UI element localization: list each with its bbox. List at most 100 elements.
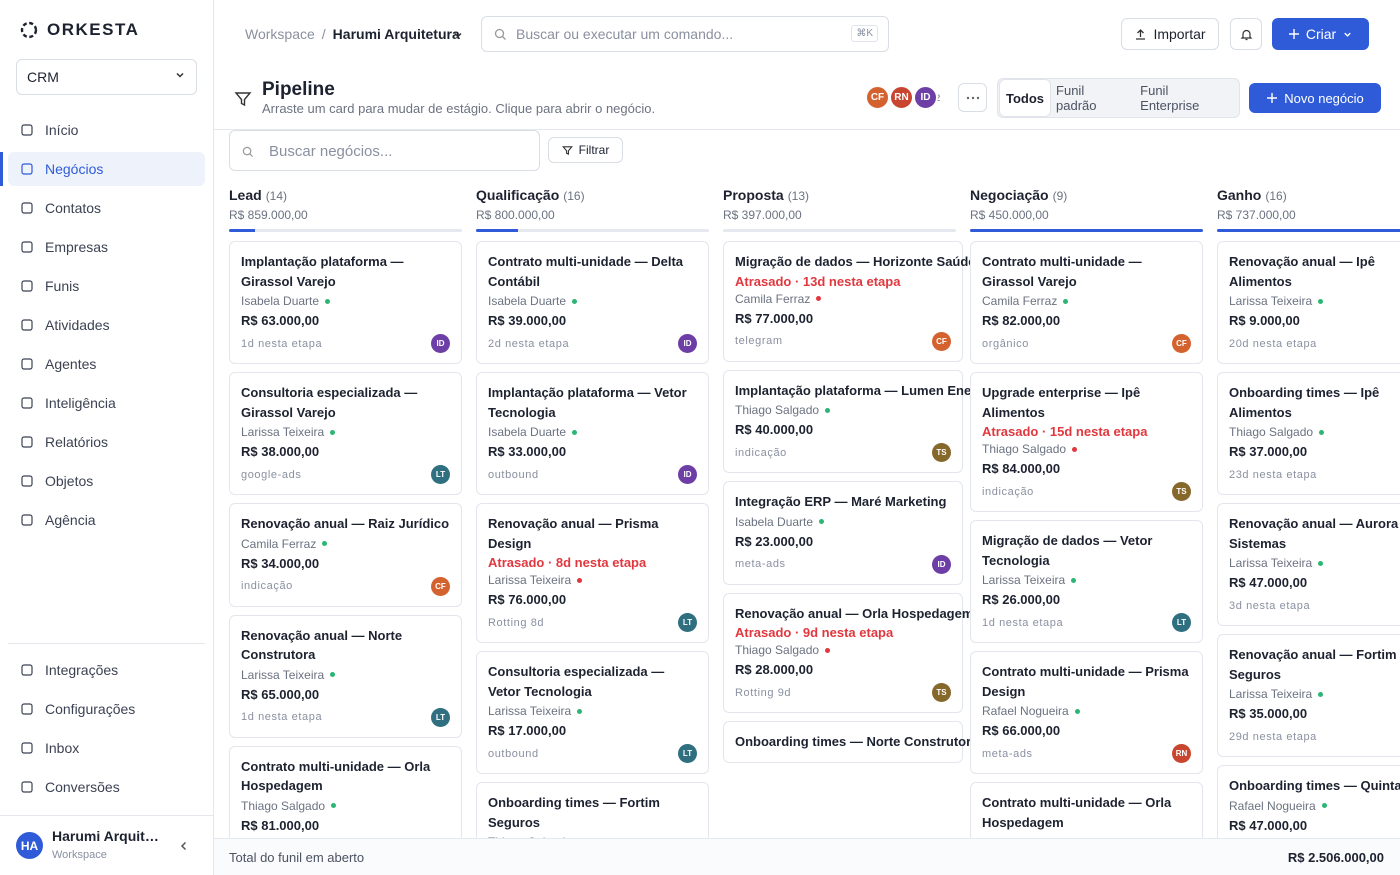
deal-card[interactable]: Contrato multi-unidade — Orla Hospedagem… — [229, 745, 462, 838]
nav-item[interactable]: Empresas — [8, 230, 205, 264]
deal-amount: R$ 35.000,00 — [1229, 706, 1308, 721]
status-dot — [322, 541, 328, 546]
progress-track — [476, 229, 709, 232]
deal-meta: Rotting 8d — [488, 616, 545, 629]
deal-card[interactable]: Renovação anual — Ipê Alimentos Larissa T… — [1217, 241, 1400, 364]
footer: Total do funil em aberto R$ 2.506.000,00 — [214, 838, 1400, 875]
deal-card[interactable]: Integração ERP — Maré Marketing Isabela D… — [723, 481, 963, 585]
deal-card[interactable]: Renovação anual — Fortim Seguros Larissa … — [1217, 634, 1400, 757]
deal-amount: R$ 38.000,00 — [241, 444, 320, 459]
new-deal-button[interactable]: Novo negócio — [1249, 83, 1381, 113]
deal-title: Onboarding times — Fortim Seguros — [488, 795, 660, 830]
deal-card[interactable]: Implantação plataforma — Lumen Energia Th… — [723, 369, 995, 473]
deal-amount: R$ 82.000,00 — [982, 313, 1061, 328]
deal-card[interactable]: Onboarding times — Fortim Seguros Thiago … — [476, 782, 709, 838]
deal-owner: Larissa Teixeira — [241, 668, 450, 682]
deal-title: Contrato multi-unidade — Orla Hospedagem — [982, 795, 1172, 830]
chevron — [176, 72, 184, 78]
column-total: R$ 450.000,00 — [970, 208, 1049, 222]
deal-owner: Isabela Duarte — [735, 515, 951, 529]
more-button[interactable] — [958, 83, 987, 112]
deal-title: Implantação plataforma — Girassol Varejo — [241, 254, 404, 289]
deal-card[interactable]: Renovação anual — Raiz Jurídico Camila Fe… — [229, 503, 462, 607]
header-avatar[interactable]: ID — [913, 85, 938, 110]
nav-item[interactable]: Atividades — [8, 308, 205, 342]
tab[interactable]: Todos — [1000, 80, 1051, 116]
deal-avatar: LT — [431, 465, 450, 484]
deal-owner: Larissa Teixeira — [982, 573, 1191, 587]
command-search[interactable]: Buscar ou executar um comando... ⌘K — [481, 16, 889, 52]
breadcrumb-item[interactable]: Workspace — [245, 26, 315, 42]
deal-title: Renovação anual — Prisma Design — [488, 516, 659, 551]
column-name: Negociação (9) — [970, 187, 1068, 203]
deal-card[interactable]: Contrato multi-unidade — Delta Contábil I… — [476, 241, 709, 364]
progress-fill — [476, 229, 518, 232]
nav-item[interactable]: Agência — [8, 503, 205, 537]
deal-owner: Thiago Salgado — [982, 442, 1191, 456]
deal-amount: R$ 40.000,00 — [735, 422, 814, 437]
nav-item[interactable]: Relatórios — [8, 425, 205, 459]
status-dot — [1074, 708, 1080, 714]
tab[interactable]: Funil padrão — [1056, 83, 1097, 113]
owner-name: Camila Ferraz — [982, 294, 1058, 308]
create-button[interactable]: Criar — [1272, 18, 1369, 50]
deal-card[interactable]: Migração de dados — Horizonte Saúde Atras… — [723, 241, 976, 362]
deal-card[interactable]: Renovação anual — Norte Construtora Laris… — [229, 614, 462, 738]
user-box[interactable]: HA Harumi Arquitetura Workspace — [0, 815, 213, 875]
deal-card[interactable]: Contrato multi-unidade — Prisma Design Ra… — [970, 651, 1203, 774]
nav-item[interactable]: Negócios — [8, 152, 205, 186]
nav-item[interactable]: Conversões — [8, 770, 205, 804]
chevron[interactable] — [452, 29, 464, 41]
deal-card[interactable]: Onboarding times — Quintal A Rafael Nogue… — [1217, 765, 1400, 838]
nav-item[interactable]: Contatos — [8, 191, 205, 225]
deal-avatar: ID — [678, 465, 697, 484]
nav-item[interactable]: Inbox — [8, 731, 205, 765]
breadcrumb-item[interactable]: Harumi Arquitetura — [332, 26, 460, 42]
filter-button[interactable]: Filtrar — [548, 137, 623, 163]
deal-owner: Thiago Salgado — [488, 835, 697, 838]
deal-amount: R$ 9.000,00 — [1229, 313, 1300, 328]
deal-card[interactable]: Renovação anual — Aurora Sistemas Larissa… — [1217, 503, 1400, 626]
deal-card[interactable]: Contrato multi-unidade — Girassol Varejo… — [970, 241, 1203, 364]
search-icon — [242, 146, 254, 158]
tab[interactable]: Funil Enterprise — [1140, 83, 1200, 113]
deal-owner: Rafael Nogueira — [982, 704, 1191, 718]
nav-item[interactable]: Inteligência — [8, 386, 205, 420]
deal-card[interactable]: Onboarding times — Norte Construtora — [723, 721, 978, 763]
deal-amount: R$ 47.000,00 — [1229, 575, 1308, 590]
header-avatar[interactable]: CF — [865, 85, 890, 110]
deal-card[interactable]: Onboarding times — Ipê Alimentos Thiago S… — [1217, 372, 1400, 495]
status-dot — [1319, 429, 1325, 435]
nav-item[interactable]: Integrações — [8, 653, 205, 687]
nav-item[interactable]: Objetos — [8, 464, 205, 498]
deal-card[interactable]: Implantação plataforma — Girassol Varejo… — [229, 241, 462, 364]
nav-icon — [21, 241, 33, 253]
deal-card[interactable]: Implantação plataforma — Vetor Tecnologi… — [476, 372, 709, 495]
nav-item[interactable]: Funis — [8, 269, 205, 303]
import-button[interactable]: Importar — [1121, 18, 1219, 50]
deal-card[interactable]: Migração de dados — Vetor Tecnologia Lari… — [970, 520, 1203, 643]
nav-item[interactable]: Configurações — [8, 692, 205, 726]
module-name: CRM — [27, 69, 59, 85]
column-name: Ganho (16) — [1217, 187, 1287, 203]
header-avatar[interactable]: RN — [889, 85, 914, 110]
status-dot — [330, 672, 336, 677]
owner-name: Camila Ferraz — [735, 291, 811, 306]
deal-card[interactable]: Consultoria especializada — Girassol Var… — [229, 372, 462, 495]
nav-item[interactable]: Início — [8, 113, 205, 147]
deal-card[interactable]: Consultoria especializada — Vetor Tecnol… — [476, 651, 709, 774]
column: Ganho (16) R$ 737.000,00 Renovação anual — … — [1217, 187, 1400, 838]
deal-card[interactable]: Renovação anual — Orla Hospedagem Atrasad… — [723, 592, 973, 713]
deal-card[interactable]: Contrato multi-unidade — Orla Hospedagem — [970, 782, 1203, 838]
collapse-icon[interactable] — [178, 840, 190, 852]
status-dot — [577, 708, 583, 714]
deal-search[interactable]: Buscar negócios... — [229, 130, 540, 171]
nav-item[interactable]: Agentes — [8, 347, 205, 381]
deal-card[interactable]: Renovação anual — Prisma Design Atrasado … — [476, 503, 709, 643]
notifications-button[interactable] — [1230, 18, 1262, 50]
module-select[interactable]: CRM — [16, 59, 197, 95]
deal-card[interactable]: Upgrade enterprise — Ipê Alimentos Atrasa… — [970, 372, 1203, 512]
owner-name: Thiago Salgado — [982, 442, 1067, 456]
status-dot — [1318, 691, 1324, 697]
deal-title: Upgrade enterprise — Ipê Alimentos — [982, 385, 1141, 420]
